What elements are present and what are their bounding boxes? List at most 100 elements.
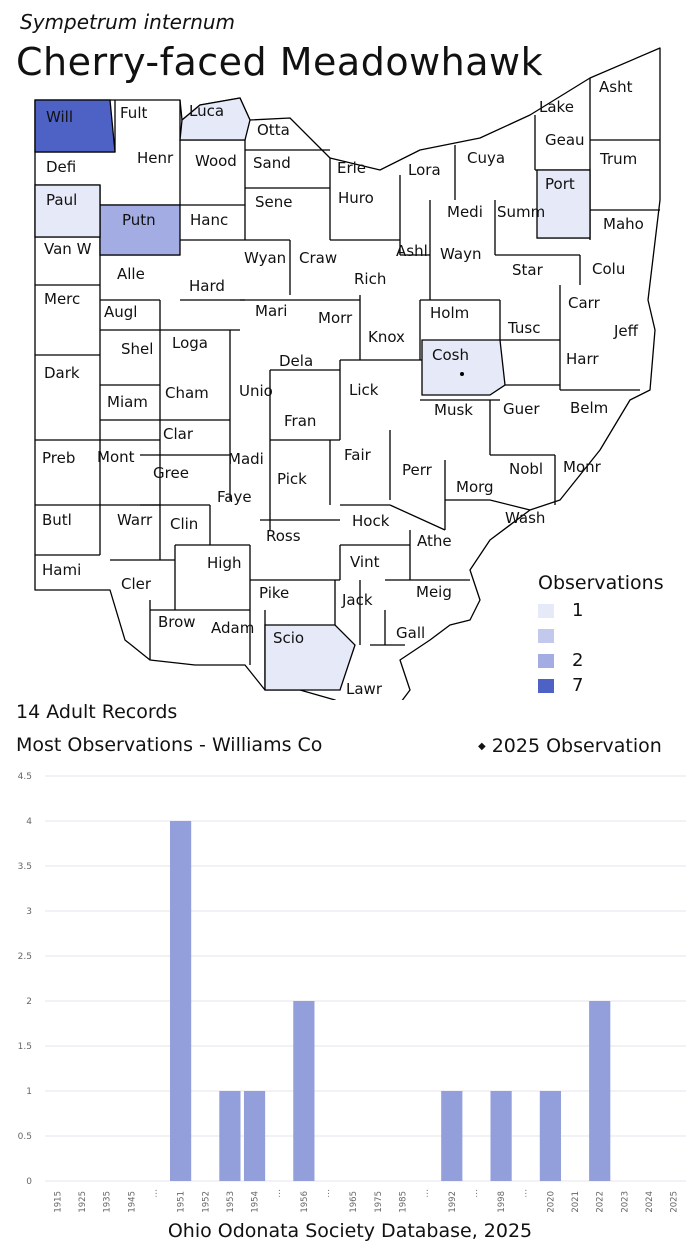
county-label-colu: Colu [592,260,625,278]
x-tick-label: 2023 [620,1191,630,1213]
county-label-luca: Luca [189,102,224,120]
county-label-belm: Belm [570,399,608,417]
county-label-meig: Meig [416,583,452,601]
legend-label: 2 [572,650,584,671]
county-label-summ: Summ [497,203,545,221]
county-label-star: Star [512,261,544,279]
county-label-port: Port [545,175,575,193]
x-tick-label: ⋮ [522,1189,531,1199]
county-label-wyan: Wyan [244,249,286,267]
county-label-mont: Mont [97,448,135,466]
county-label-lick: Lick [349,381,379,399]
most-observations: Most Observations - Williams Co [16,734,323,756]
county-label-miam: Miam [107,393,148,411]
county-label-morr: Morr [318,309,353,327]
county-label-nobl: Nobl [509,460,543,478]
county-label-otta: Otta [257,121,290,139]
county-label-geau: Geau [545,131,585,149]
county-label-brow: Brow [158,613,196,631]
x-tick-label: 1954 [251,1191,261,1213]
county-label-fran: Fran [284,412,316,430]
county-label-gree: Gree [153,464,189,482]
county-label-van-w: Van W [44,240,92,258]
x-tick-label: ⋮ [152,1189,161,1199]
y-tick-label: 0 [26,1177,32,1187]
y-tick-label: 1 [26,1087,32,1097]
observation-2025-label: 2025 Observation [491,735,662,757]
x-tick-label: ⋮ [275,1189,284,1199]
common-name-title: Cherry-faced Meadowhawk [16,40,544,84]
county-label-hard: Hard [189,277,225,295]
county-label-monr: Monr [563,458,602,476]
county-coshocton [421,339,506,396]
county-label-henr: Henr [137,149,174,167]
county-label-fult: Fult [120,104,147,122]
bar-2020 [539,1091,562,1181]
y-tick-label: 3.5 [18,862,32,872]
county-label-ross: Ross [266,527,301,545]
county-label-unio: Unio [239,382,273,400]
bar-1956 [293,1001,315,1181]
observation-2025-key: ◆ 2025 Observation [478,735,662,757]
y-tick-label: 4 [26,817,32,827]
bar-1951 [169,821,192,1181]
county-label-augl: Augl [104,303,137,321]
county-label-guer: Guer [503,400,540,418]
y-tick-label: 3 [26,907,32,917]
county-label-harr: Harr [566,350,599,368]
county-label-hanc: Hanc [190,211,228,229]
county-label-madi: Madi [228,450,264,468]
county-label-morg: Morg [456,478,494,496]
county-label-ashl: Ashl [396,242,428,260]
county-label-trum: Trum [599,150,637,168]
x-tick-label: 1975 [374,1191,384,1213]
legend-label: 7 [572,675,584,696]
county-label-carr: Carr [568,294,601,312]
county-williams [34,99,116,153]
county-label-preb: Preb [42,449,75,467]
county-label-gall: Gall [396,624,425,642]
county-label-lora: Lora [408,161,441,179]
county-label-defi: Defi [46,158,76,176]
x-tick-label: 2024 [645,1191,655,1213]
county-label-cuya: Cuya [467,149,505,167]
county-label-dark: Dark [44,364,80,382]
county-label-lake: Lake [539,98,574,116]
legend-item: 1 [538,598,688,623]
records-count: 14 Adult Records [16,701,178,723]
y-tick-label: 1.5 [18,1042,32,1052]
dot-icon: ◆ [478,741,486,752]
bar-1998 [490,1091,512,1181]
county-labels: Will Putn Paul Luca Port Cosh Scio Fult Otta Lake… [42,78,644,698]
county-label-knox: Knox [368,328,405,346]
x-tick-label: 1965 [349,1191,359,1213]
county-label-adam: Adam [211,619,254,637]
county-label-huro: Huro [338,189,374,207]
x-tick-label: 1915 [53,1191,63,1213]
x-tick-label: 1945 [127,1191,137,1213]
legend-item: 2 [538,648,688,673]
county-scioto [264,624,356,691]
county-label-high: High [207,554,241,572]
county-label-cler: Cler [121,575,152,593]
x-tick-label: ⋮ [423,1189,432,1199]
county-label-craw: Craw [299,249,337,267]
county-label-clar: Clar [163,425,194,443]
y-tick-label: 2.5 [18,952,32,962]
legend-title: Observations [538,572,664,594]
county-label-dela: Dela [279,352,313,370]
county-label-fair: Fair [344,446,372,464]
x-tick-label: 1953 [226,1191,236,1213]
county-putnam [99,204,181,256]
legend-label: 1 [572,600,584,621]
county-label-vint: Vint [350,553,380,571]
x-tick-label: 1952 [201,1191,211,1213]
source-credit: Ohio Odonata Society Database, 2025 [167,1220,533,1242]
county-paulding [34,184,101,238]
county-label-cham: Cham [165,384,209,402]
county-label-musk: Musk [434,401,473,419]
x-tick-label: 1985 [398,1191,408,1213]
observation-2025-marker [460,372,464,376]
county-label-holm: Holm [430,304,469,322]
x-tick-label: 2021 [571,1191,581,1213]
